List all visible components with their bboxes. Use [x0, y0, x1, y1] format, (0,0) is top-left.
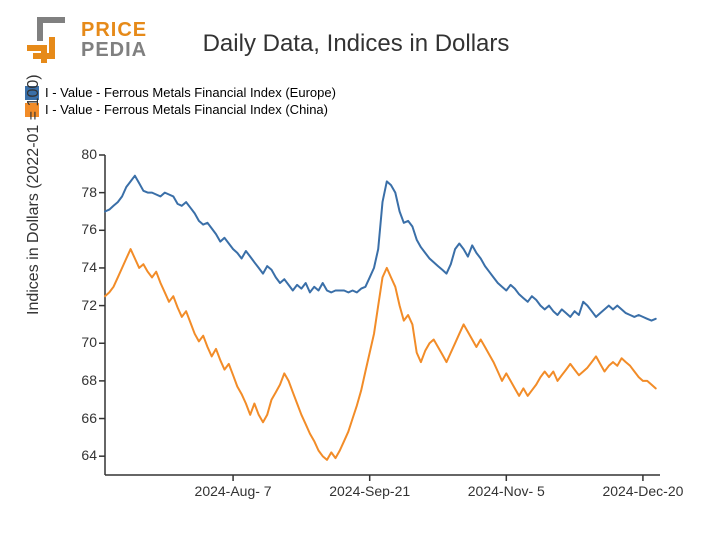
- legend: I - Value - Ferrous Metals Financial Ind…: [25, 85, 336, 119]
- y-tick-label: 80: [67, 146, 97, 162]
- chart-title: Daily Data, Indices in Dollars: [203, 30, 510, 58]
- logo: PRICE PEDIA: [25, 15, 147, 65]
- y-tick-label: 66: [67, 410, 97, 426]
- y-tick-label: 68: [67, 372, 97, 388]
- legend-label-europe: I - Value - Ferrous Metals Financial Ind…: [45, 85, 336, 100]
- legend-label-china: I - Value - Ferrous Metals Financial Ind…: [45, 102, 328, 117]
- logo-word-bottom: PEDIA: [81, 40, 147, 60]
- y-tick-label: 76: [67, 221, 97, 237]
- legend-item-europe: I - Value - Ferrous Metals Financial Ind…: [25, 85, 336, 100]
- chart-area: [105, 155, 660, 475]
- x-tick-label: 2024-Aug- 7: [195, 483, 272, 499]
- y-tick-label: 70: [67, 334, 97, 350]
- logo-text: PRICE PEDIA: [81, 20, 147, 60]
- x-tick-label: 2024-Dec-20: [602, 483, 683, 499]
- y-tick-label: 64: [67, 447, 97, 463]
- y-axis-label: Indices in Dollars (2022-01 = 100): [25, 74, 43, 315]
- x-tick-label: 2024-Nov- 5: [468, 483, 545, 499]
- logo-mark: [25, 15, 75, 65]
- y-tick-label: 74: [67, 259, 97, 275]
- y-tick-label: 78: [67, 184, 97, 200]
- logo-word-top: PRICE: [81, 20, 147, 40]
- chart-svg: [105, 155, 660, 475]
- legend-item-china: I - Value - Ferrous Metals Financial Ind…: [25, 102, 336, 117]
- x-tick-label: 2024-Sep-21: [329, 483, 410, 499]
- y-tick-label: 72: [67, 297, 97, 313]
